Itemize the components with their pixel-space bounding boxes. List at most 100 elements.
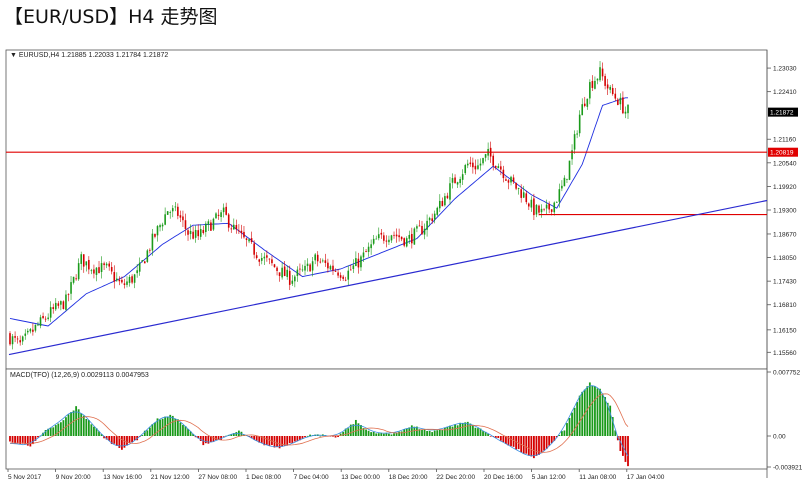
candle (502, 165, 505, 183)
macd-bar (232, 433, 235, 436)
macd-bar (296, 436, 299, 442)
macd-bar (497, 436, 500, 439)
macd-panel (5, 368, 768, 470)
macd-bar (517, 436, 520, 450)
macd-bar (474, 427, 477, 436)
candle (253, 240, 255, 259)
macd-bar (174, 418, 177, 436)
candle (494, 165, 497, 170)
macd-bar (538, 436, 540, 455)
candle (398, 228, 400, 242)
candle (47, 313, 49, 321)
macd-bar (52, 427, 55, 436)
candle (266, 250, 268, 262)
candle (217, 209, 220, 220)
candle (548, 201, 550, 214)
candle (273, 263, 276, 268)
macd-bar (469, 423, 472, 436)
macd-bar (204, 436, 207, 444)
macd-bar (159, 419, 161, 436)
macd-bar (306, 435, 309, 437)
candle (103, 261, 105, 271)
macd-bar (82, 415, 85, 436)
candle (433, 210, 436, 224)
macd-bar (512, 436, 515, 447)
signal-line (10, 393, 629, 453)
candle (517, 187, 520, 195)
candle (141, 259, 144, 263)
macd-line (9, 385, 629, 457)
candle (65, 290, 67, 311)
macd-bar (515, 436, 517, 450)
candle (164, 207, 166, 226)
price-panel (5, 49, 768, 370)
macd-bar (578, 395, 581, 436)
macd-bar (90, 424, 93, 436)
candle (372, 234, 375, 246)
candle (540, 204, 543, 218)
macd-bar (354, 419, 357, 436)
time-tick-label: 27 Nov 08:00 (198, 474, 237, 481)
candle (27, 328, 29, 335)
candle (154, 233, 156, 239)
macd-bar (230, 434, 233, 436)
candle (215, 212, 217, 219)
candle (390, 234, 393, 243)
current-price-tag: 1.21872 (768, 107, 798, 117)
candle (199, 224, 202, 240)
time-tick-label: 13 Nov 16:00 (103, 474, 142, 481)
candle (512, 174, 515, 184)
macd-bar (187, 429, 189, 436)
macd-bar (100, 434, 103, 436)
macd-bar (59, 422, 62, 436)
candle (337, 269, 339, 279)
macd-bar (377, 433, 380, 436)
candle (95, 266, 98, 282)
macd-bar (62, 420, 65, 436)
candle (260, 253, 263, 265)
macd-bar (545, 436, 548, 450)
macd-bar (75, 406, 78, 436)
macd-bar (471, 424, 474, 436)
macd-bar (113, 436, 116, 444)
candle (456, 181, 459, 189)
candle (149, 248, 151, 254)
candle (212, 217, 215, 232)
macd-bar (530, 436, 533, 457)
macd-bar (9, 436, 11, 442)
candle (619, 93, 622, 110)
candle (342, 274, 344, 281)
macd-bar (222, 436, 225, 437)
candle (555, 201, 558, 203)
macd-bar (581, 391, 584, 436)
macd-bar (169, 414, 172, 436)
macd-bar (141, 435, 144, 436)
moving-average-line (9, 97, 628, 327)
candle (21, 335, 24, 345)
macd-bar (616, 436, 619, 441)
candle (472, 157, 474, 174)
macd-bar (349, 424, 352, 436)
macd-tick-label: 0.007752 (773, 370, 800, 377)
candle (276, 266, 278, 276)
price-tick-label: 1.18670 (773, 231, 797, 238)
candle (90, 268, 93, 275)
macd-bar (34, 436, 37, 441)
candle (466, 159, 469, 169)
candle (500, 160, 502, 176)
candle (446, 192, 449, 200)
candle (505, 176, 507, 182)
candle (105, 262, 108, 269)
macd-bar (395, 432, 398, 436)
candle (60, 300, 62, 311)
macd-bar (197, 436, 200, 439)
candle (436, 206, 439, 217)
time-tick-label: 18 Dec 20:00 (389, 474, 428, 481)
candle (578, 110, 581, 137)
candle (113, 265, 116, 289)
candle (235, 219, 238, 234)
macd-bar (464, 422, 467, 436)
candle (426, 214, 428, 237)
price-tick-label: 1.19300 (773, 208, 797, 215)
candle (428, 216, 431, 227)
